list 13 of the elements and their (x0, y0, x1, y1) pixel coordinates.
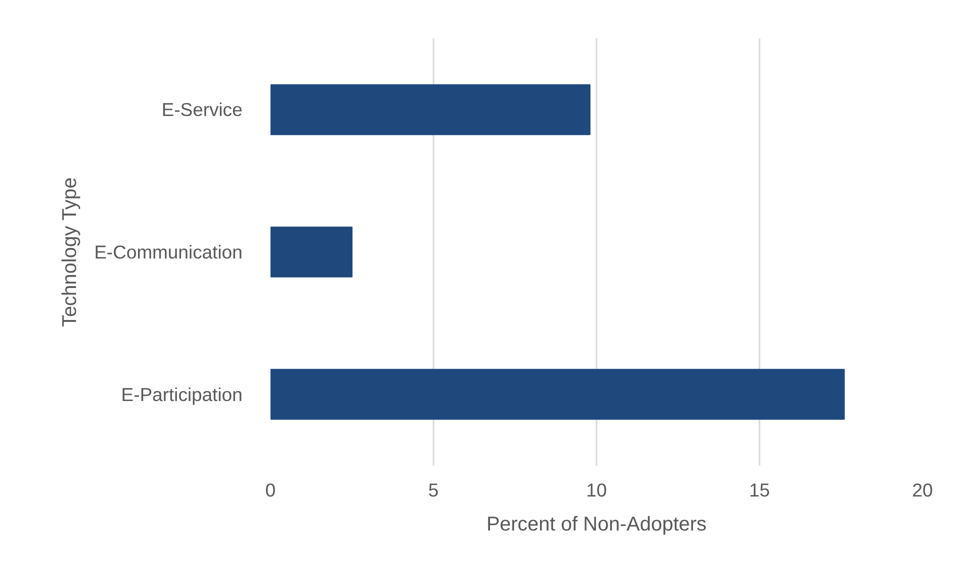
y-tick-label: E-Participation (121, 384, 243, 405)
x-axis-title: Percent of Non-Adopters (486, 514, 707, 536)
x-tick-label: 5 (428, 480, 439, 500)
x-tick-label: 10 (586, 480, 607, 500)
bar (270, 368, 845, 420)
bar (270, 226, 352, 278)
y-tick-label: E-Communication (94, 242, 243, 262)
x-tick-label: 20 (912, 480, 933, 500)
bar (270, 84, 590, 136)
y-axis-title: Technology Type (59, 177, 82, 328)
y-tick-label: E-Service (162, 99, 243, 120)
x-tick-label: 15 (749, 480, 770, 500)
x-tick-label: 0 (265, 480, 276, 500)
